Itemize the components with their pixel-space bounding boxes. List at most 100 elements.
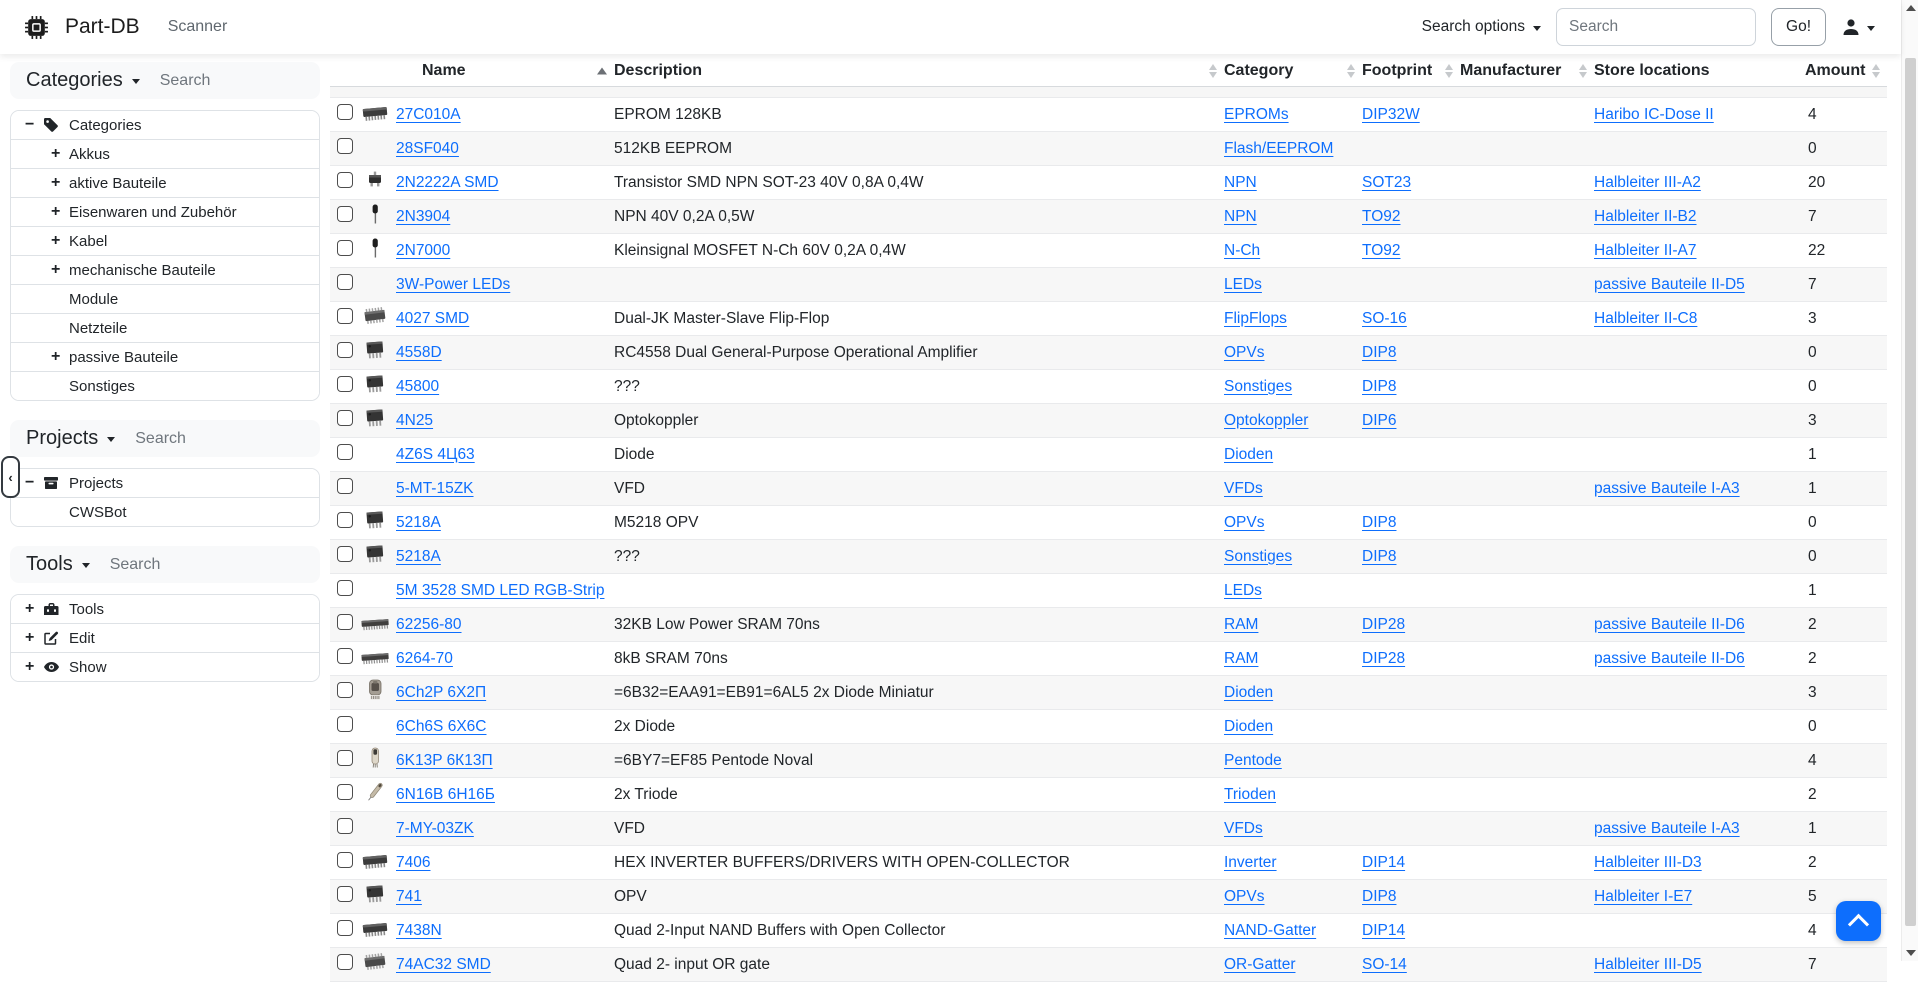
row-checkbox[interactable] <box>337 750 353 766</box>
tree-item-passive-bauteile[interactable]: +passive Bauteile <box>11 343 319 372</box>
part-name-link[interactable]: 4N25 <box>396 412 433 429</box>
part-thumbnail-sot23[interactable] <box>360 168 390 192</box>
column-header-category[interactable]: Category <box>1224 56 1362 87</box>
category-link[interactable]: Dioden <box>1224 446 1273 463</box>
part-name-link[interactable]: 7406 <box>396 854 430 871</box>
store-location-link[interactable]: passive Bauteile II-D5 <box>1594 276 1745 293</box>
footprint-link[interactable]: DIP8 <box>1362 378 1396 395</box>
category-link[interactable]: OR-Gatter <box>1224 956 1295 973</box>
categories-search-input[interactable] <box>158 71 312 91</box>
tree-item-module[interactable]: Module <box>11 285 319 314</box>
app-brand[interactable]: Part-DB <box>24 15 140 40</box>
part-name-link[interactable]: 2N2222A SMD <box>396 174 499 191</box>
store-location-link[interactable]: passive Bauteile I-A3 <box>1594 820 1740 837</box>
row-checkbox[interactable] <box>337 172 353 188</box>
store-location-link[interactable]: passive Bauteile II-D6 <box>1594 650 1745 667</box>
part-thumbnail-dip8[interactable] <box>360 542 390 566</box>
store-location-link[interactable]: Haribo IC-Dose II <box>1594 106 1714 123</box>
category-link[interactable]: Flash/EEPROM <box>1224 140 1333 157</box>
part-thumbnail-dip-side[interactable] <box>360 916 390 940</box>
part-name-link[interactable]: 5-MT-15ZK <box>396 480 474 497</box>
row-checkbox[interactable] <box>337 308 353 324</box>
category-link[interactable]: LEDs <box>1224 276 1262 293</box>
part-thumbnail-dip-long[interactable] <box>360 644 390 668</box>
category-link[interactable]: LEDs <box>1224 582 1262 599</box>
part-name-link[interactable]: 3W-Power LEDs <box>396 276 510 293</box>
footprint-link[interactable]: DIP8 <box>1362 548 1396 565</box>
part-name-link[interactable]: 27C010A <box>396 106 461 123</box>
nav-item-scanner[interactable]: Scanner <box>168 18 228 36</box>
row-checkbox[interactable] <box>337 104 353 120</box>
scroll-to-top-button[interactable] <box>1836 901 1881 941</box>
row-checkbox[interactable] <box>337 376 353 392</box>
part-name-link[interactable]: 62256-80 <box>396 616 462 633</box>
footprint-link[interactable]: SOT23 <box>1362 174 1411 191</box>
category-link[interactable]: Inverter <box>1224 854 1277 871</box>
row-checkbox[interactable] <box>337 512 353 528</box>
tree-item-eisenwaren-und-zubeh-r[interactable]: +Eisenwaren und Zubehör <box>11 198 319 227</box>
part-thumbnail-dip8[interactable] <box>360 372 390 396</box>
part-name-link[interactable]: 7-MY-03ZK <box>396 820 474 837</box>
category-link[interactable]: Optokoppler <box>1224 412 1308 429</box>
footprint-link[interactable]: DIP8 <box>1362 514 1396 531</box>
row-checkbox[interactable] <box>337 444 353 460</box>
row-checkbox[interactable] <box>337 274 353 290</box>
user-menu[interactable] <box>1841 17 1875 37</box>
row-checkbox[interactable] <box>337 138 353 154</box>
footprint-link[interactable]: TO92 <box>1362 242 1401 259</box>
part-thumbnail-tube-small[interactable] <box>360 780 390 804</box>
footprint-link[interactable]: DIP32W <box>1362 106 1420 123</box>
footprint-link[interactable]: DIP6 <box>1362 412 1396 429</box>
part-name-link[interactable]: 2N3904 <box>396 208 450 225</box>
row-checkbox[interactable] <box>337 342 353 358</box>
plus-toggle-icon[interactable]: + <box>25 600 43 618</box>
category-link[interactable]: Dioden <box>1224 684 1273 701</box>
scrollbar-thumb[interactable] <box>1905 58 1916 926</box>
tools-dropdown-toggle[interactable]: Tools <box>26 553 90 576</box>
row-checkbox[interactable] <box>337 784 353 800</box>
column-header-name[interactable]: Name <box>396 56 614 87</box>
part-thumbnail-to92[interactable] <box>360 236 390 260</box>
part-name-link[interactable]: 6N16B 6Н16Б <box>396 786 495 803</box>
footprint-link[interactable]: SO-14 <box>1362 956 1407 973</box>
part-thumbnail-dip8[interactable] <box>360 882 390 906</box>
part-thumbnail-tube[interactable] <box>360 746 390 770</box>
store-location-link[interactable]: Halbleiter III-A2 <box>1594 174 1701 191</box>
tree-item-kabel[interactable]: +Kabel <box>11 227 319 256</box>
part-name-link[interactable]: 45800 <box>396 378 439 395</box>
part-name-link[interactable]: 741 <box>396 888 422 905</box>
row-checkbox[interactable] <box>337 818 353 834</box>
footprint-link[interactable]: DIP14 <box>1362 854 1405 871</box>
row-checkbox[interactable] <box>337 410 353 426</box>
row-checkbox[interactable] <box>337 716 353 732</box>
category-link[interactable]: FlipFlops <box>1224 310 1287 327</box>
row-checkbox[interactable] <box>337 614 353 630</box>
category-link[interactable]: OPVs <box>1224 888 1264 905</box>
category-link[interactable]: VFDs <box>1224 820 1263 837</box>
part-name-link[interactable]: 28SF040 <box>396 140 459 157</box>
part-name-link[interactable]: 5218A <box>396 514 441 531</box>
plus-toggle-icon[interactable]: + <box>25 658 43 676</box>
part-thumbnail-to92[interactable] <box>360 202 390 226</box>
part-thumbnail-dip-side[interactable] <box>360 100 390 124</box>
scrollbar-down-arrow-icon[interactable] <box>1906 950 1916 956</box>
minus-toggle-icon[interactable]: − <box>25 116 43 134</box>
part-thumbnail-soic[interactable] <box>360 950 390 974</box>
global-search-input[interactable] <box>1556 8 1756 46</box>
row-checkbox[interactable] <box>337 852 353 868</box>
plus-toggle-icon[interactable]: + <box>51 232 69 250</box>
part-name-link[interactable]: 6K13P 6К13П <box>396 752 493 769</box>
minus-toggle-icon[interactable]: − <box>25 474 43 492</box>
plus-toggle-icon[interactable]: + <box>51 145 69 163</box>
sidebar-collapse-handle[interactable]: ‹ <box>1 456 20 498</box>
tree-item-mechanische-bauteile[interactable]: +mechanische Bauteile <box>11 256 319 285</box>
part-thumbnail-dip-side[interactable] <box>360 848 390 872</box>
footprint-link[interactable]: DIP28 <box>1362 650 1405 667</box>
store-location-link[interactable]: passive Bauteile I-A3 <box>1594 480 1740 497</box>
row-checkbox[interactable] <box>337 478 353 494</box>
category-link[interactable]: RAM <box>1224 650 1258 667</box>
category-link[interactable]: VFDs <box>1224 480 1263 497</box>
tree-item-edit[interactable]: +Edit <box>11 624 319 653</box>
plus-toggle-icon[interactable]: + <box>51 348 69 366</box>
part-thumbnail-soic[interactable] <box>360 304 390 328</box>
